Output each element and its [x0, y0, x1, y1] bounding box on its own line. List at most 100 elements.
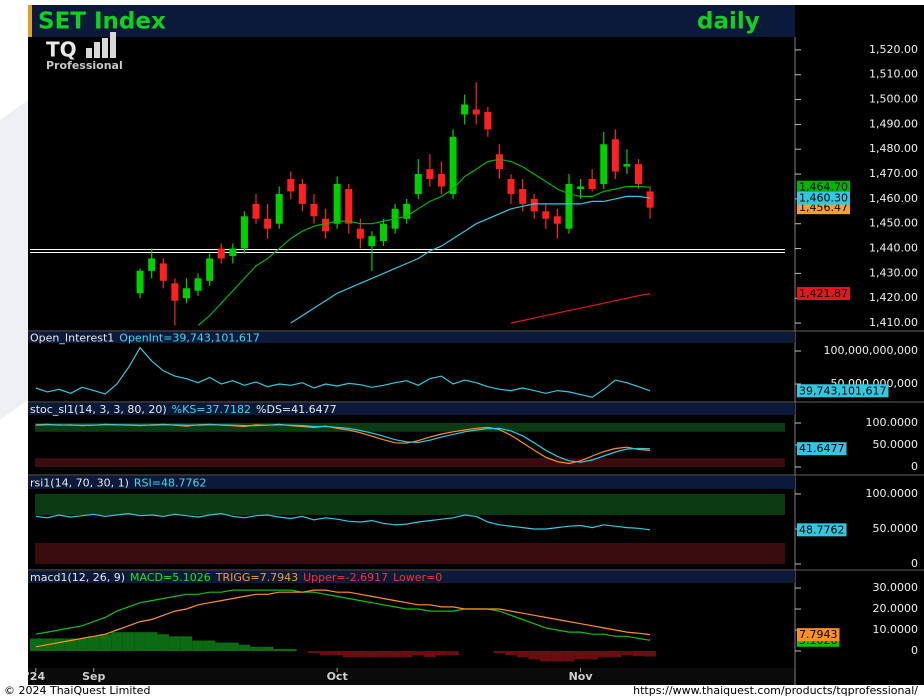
candle-body: [345, 188, 353, 224]
value-label: 1,421.87: [799, 287, 848, 300]
histogram-bar: [215, 642, 228, 651]
band: [35, 542, 785, 564]
histogram-bar: [400, 651, 413, 658]
panel-header: [28, 476, 795, 489]
panel-title-part: Open_Interest1: [30, 332, 114, 345]
series-line: [35, 424, 651, 463]
logo-icon: [86, 32, 116, 58]
histogram-bar: [389, 651, 401, 658]
histogram-bar: [250, 646, 262, 651]
value-label: 48.7762: [799, 523, 845, 536]
y-tick-label: 1,500.00: [869, 93, 918, 106]
histogram-bar: [308, 651, 320, 654]
candle-body: [403, 203, 411, 219]
footer-left: © 2024 ThaiQuest Limited: [4, 684, 150, 697]
histogram-bar: [87, 636, 100, 651]
panel-title-part: %DS=41.6477: [256, 403, 337, 416]
y-tick-label: 0: [911, 557, 918, 570]
candle-body: [159, 263, 167, 281]
histogram-bar: [377, 651, 390, 658]
candle-body: [507, 179, 515, 194]
y-tick-label: 1,480.00: [869, 142, 918, 155]
histogram-bar: [203, 640, 216, 651]
logo-mark: TQ: [46, 38, 77, 62]
histogram-bar: [609, 651, 622, 658]
series-line: [510, 293, 651, 324]
y-tick-label: 10.0000: [873, 623, 919, 636]
candle-body: [577, 186, 585, 189]
panel-title: stoc_sl1(14, 3, 3, 80, 20) %KS=37.7182 %DS…: [30, 403, 337, 416]
candle-body: [136, 270, 144, 294]
panel-title-part: Upper=-2.6917: [303, 571, 388, 584]
candle-body: [646, 191, 654, 208]
panel-header: [28, 571, 795, 583]
panel-title: rsi1(14, 70, 30, 1) RSI=48.7762: [30, 477, 206, 490]
y-tick-label: 1,440.00: [869, 242, 918, 255]
title-accent: [28, 5, 32, 37]
candle-body: [333, 183, 341, 224]
x-tick-label: Sep: [82, 670, 105, 683]
histogram-bar: [574, 651, 587, 660]
chart-subtitle: daily: [697, 9, 760, 35]
panel-title-part: TRIGG=7.7943: [215, 571, 298, 584]
y-tick-label: 30.0000: [873, 581, 919, 594]
histogram-bar: [424, 651, 436, 658]
candle-body: [484, 111, 492, 130]
candle-body: [530, 198, 538, 212]
y-tick-label: 100.0000: [866, 487, 919, 500]
candle-body: [449, 136, 457, 194]
value-label: 1,460.30: [799, 192, 848, 205]
histogram-bar: [412, 651, 425, 656]
candle-body: [264, 218, 272, 229]
histogram-bar: [644, 651, 656, 657]
value-box: [797, 523, 847, 537]
panel-title-part: %KS=37.7182: [172, 403, 251, 416]
panel-title-part: stoc_sl1(14, 3, 3, 80, 20): [30, 403, 167, 416]
candle-body: [461, 104, 469, 115]
histogram-bar: [64, 638, 77, 651]
title-bar: [28, 5, 795, 37]
histogram-bar: [145, 632, 158, 651]
y-tick-label: 1,430.00: [869, 266, 918, 279]
panel-title-part: Lower=0: [393, 571, 442, 584]
histogram-bar: [29, 638, 42, 651]
candle-body: [553, 216, 561, 224]
value-label: 41.6477: [799, 442, 845, 455]
band: [35, 493, 785, 515]
series-line: [35, 512, 651, 531]
x-axis-bg: [28, 668, 795, 685]
histogram-bar: [354, 651, 367, 658]
candle-body: [322, 218, 330, 232]
candle-body: [194, 278, 202, 291]
panel-title: Open_Interest1 OpenInt=39,743,101,617: [30, 332, 260, 345]
panel-header: [28, 403, 795, 415]
y-tick-label: 0: [911, 460, 918, 473]
y-tick-label: 1,470.00: [869, 167, 918, 180]
candle-body: [298, 183, 306, 204]
value-label: 39,743,101,617: [799, 384, 886, 397]
histogram-bar: [134, 632, 146, 651]
value-box: [797, 442, 847, 456]
histogram-bar: [539, 651, 552, 662]
histogram-bar: [238, 644, 251, 651]
y-tick-label: 50.0000: [873, 522, 919, 535]
candle-body: [229, 248, 237, 257]
value-box: [797, 287, 850, 301]
histogram-bar: [447, 651, 459, 656]
histogram-bar: [528, 651, 541, 660]
histogram-bar: [505, 651, 517, 656]
histogram-bar: [342, 651, 355, 658]
histogram-bar: [435, 651, 448, 656]
candle-body: [217, 248, 225, 259]
candle-body: [623, 164, 631, 167]
panel-title-part: rsi1(14, 70, 30, 1): [30, 477, 129, 490]
x-tick-label: Nov: [569, 670, 594, 683]
histogram-bar: [284, 648, 297, 651]
candle-body: [368, 236, 376, 247]
candle-body: [171, 283, 179, 301]
histogram-bar: [192, 640, 204, 651]
panel-header: [28, 332, 795, 343]
value-label: 1,464.70: [799, 181, 848, 194]
